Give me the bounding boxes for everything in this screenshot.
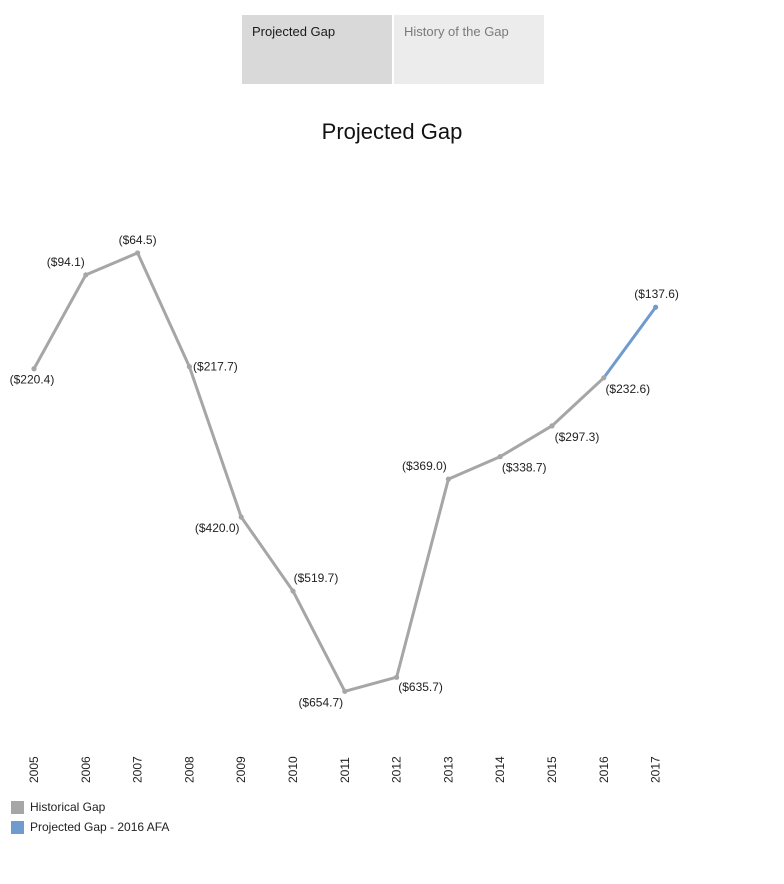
x-tick-2011: 2011 (338, 757, 352, 783)
x-tick-2006: 2006 (79, 756, 93, 783)
x-tick-2009: 2009 (234, 756, 248, 783)
view-tabs: Projected Gap History of the Gap (242, 15, 544, 84)
data-point-2010[interactable] (290, 588, 296, 594)
legend-label-projected: Projected Gap - 2016 AFA (30, 820, 170, 834)
data-label-2010: ($519.7) (294, 571, 339, 585)
legend-item-projected-gap[interactable]: Projected Gap - 2016 AFA (11, 817, 169, 837)
data-point-2011[interactable] (342, 688, 348, 694)
data-point-2005[interactable] (31, 366, 37, 372)
series-line-0 (32, 251, 605, 693)
x-tick-2008: 2008 (182, 756, 196, 783)
data-point-2007[interactable] (135, 250, 141, 256)
tab-projected-gap[interactable]: Projected Gap (242, 15, 392, 84)
data-label-2014: ($338.7) (502, 461, 547, 475)
legend-label-historical: Historical Gap (30, 800, 106, 814)
data-point-2009[interactable] (238, 514, 244, 520)
series-lines (32, 251, 657, 693)
data-point-2012[interactable] (394, 674, 400, 680)
line-chart: Projected Gap ($220.4) ($94.1) ($64.5) ($21… (10, 119, 679, 783)
x-tick-2005: 2005 (27, 756, 41, 783)
data-point-2016[interactable] (601, 375, 607, 381)
legend: Historical Gap Projected Gap - 2016 AFA (11, 797, 169, 837)
legend-item-historical-gap[interactable]: Historical Gap (11, 797, 169, 817)
data-label-2015: ($297.3) (555, 430, 600, 444)
data-labels: ($220.4) ($94.1) ($64.5) ($217.7) ($420.0) ($… (10, 233, 679, 709)
x-tick-2013: 2013 (441, 756, 455, 783)
data-point-2015[interactable] (549, 423, 555, 429)
legend-swatch-historical (11, 800, 24, 814)
data-label-2012: ($635.7) (398, 680, 443, 694)
data-label-2005: ($220.4) (10, 373, 55, 387)
data-label-2011: ($654.7) (298, 695, 343, 709)
data-point-2006[interactable] (83, 272, 89, 278)
data-point-2008[interactable] (186, 364, 192, 370)
data-point-2017[interactable] (653, 304, 659, 310)
x-tick-2007: 2007 (131, 756, 145, 783)
series-line-1 (602, 306, 657, 379)
x-tick-2016: 2016 (597, 756, 611, 783)
data-label-2008: ($217.7) (193, 360, 238, 374)
x-tick-2010: 2010 (286, 756, 300, 783)
data-point-2013[interactable] (445, 476, 451, 482)
data-label-2017: ($137.6) (634, 287, 679, 301)
x-tick-2012: 2012 (390, 756, 404, 783)
data-label-2013: ($369.0) (402, 459, 447, 473)
x-tick-2014: 2014 (493, 756, 507, 783)
tab-history-of-the-gap[interactable]: History of the Gap (394, 15, 544, 84)
x-tick-2017: 2017 (649, 756, 663, 783)
legend-swatch-projected (11, 820, 24, 834)
data-points (31, 250, 659, 694)
x-tick-2015: 2015 (545, 756, 559, 783)
chart-title: Projected Gap (322, 119, 463, 144)
data-label-2016: ($232.6) (605, 382, 650, 396)
data-label-2006: ($94.1) (47, 255, 85, 269)
x-axis-ticks: 2005 2006 2007 2008 2009 2010 2011 2012 2013 2014… (27, 756, 663, 783)
data-point-2014[interactable] (497, 454, 503, 460)
data-label-2009: ($420.0) (195, 521, 240, 535)
data-label-2007: ($64.5) (119, 233, 157, 247)
